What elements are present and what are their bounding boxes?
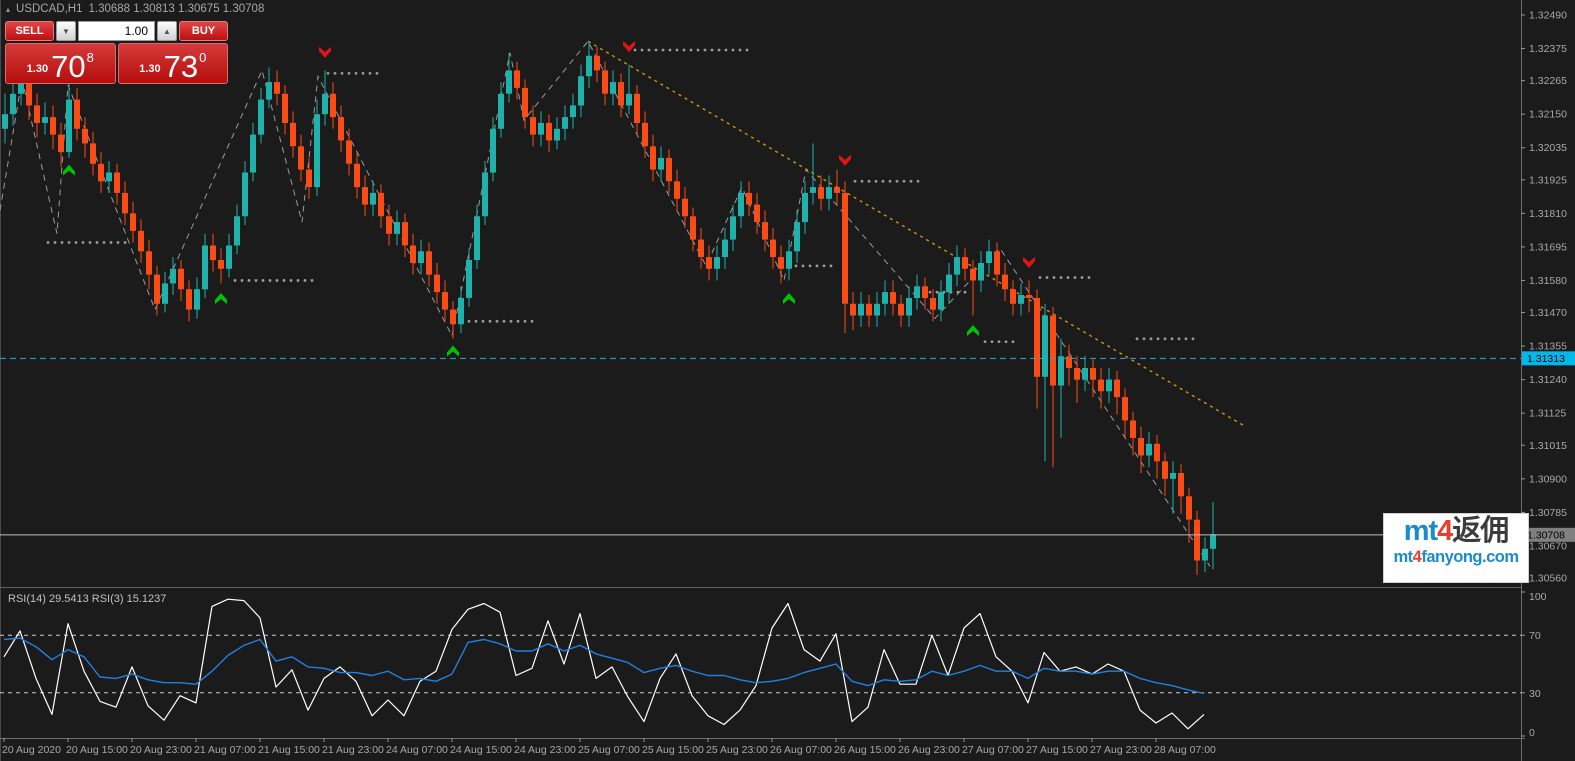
up-arrow-icon — [447, 345, 459, 357]
svg-text:1.31313: 1.31313 — [1527, 353, 1565, 365]
svg-text:25 Aug 23:00: 25 Aug 23:00 — [706, 744, 768, 756]
svg-text:20 Aug 15:00: 20 Aug 15:00 — [66, 744, 128, 756]
one-click-trading-panel: SELL ▼ ▲ BUY 1.30 70 8 1.30 73 0 — [5, 21, 228, 84]
svg-text:21 Aug 15:00: 21 Aug 15:00 — [258, 744, 320, 756]
bid-price-big: 70 — [51, 48, 86, 84]
chart-quote-header: ▴ USDCAD,H1 1.30688 1.30813 1.30675 1.30… — [6, 3, 264, 15]
svg-text:1.31240: 1.31240 — [1529, 374, 1567, 386]
up-arrow-icon — [215, 293, 227, 304]
svg-text:1.30785: 1.30785 — [1529, 507, 1567, 519]
svg-text:27 Aug 23:00: 27 Aug 23:00 — [1090, 744, 1152, 756]
svg-text:0: 0 — [1529, 727, 1535, 739]
chevron-down-icon: ▼ — [62, 26, 70, 36]
svg-text:1.30708: 1.30708 — [1527, 529, 1565, 541]
volume-increase-button[interactable]: ▲ — [157, 21, 177, 41]
svg-text:21 Aug 07:00: 21 Aug 07:00 — [194, 744, 256, 756]
signal-arrows — [63, 41, 1035, 357]
svg-text:1.32265: 1.32265 — [1529, 75, 1567, 87]
symbol-timeframe-label: USDCAD,H1 — [16, 3, 83, 15]
watermark-logo-line1: mt4返佣 — [1403, 515, 1510, 547]
svg-text:28 Aug 07:00: 28 Aug 07:00 — [1154, 744, 1216, 756]
down-arrow-icon — [1023, 257, 1035, 268]
svg-text:25 Aug 07:00: 25 Aug 07:00 — [578, 744, 640, 756]
sell-button[interactable]: SELL — [5, 21, 54, 41]
svg-text:1.32375: 1.32375 — [1529, 43, 1567, 55]
volume-decrease-button[interactable]: ▼ — [56, 21, 76, 41]
svg-text:1.31470: 1.31470 — [1529, 307, 1567, 319]
watermark-url-line: mt4fanyong.com — [1393, 548, 1519, 566]
svg-text:100: 100 — [1529, 591, 1547, 603]
candlestick-series — [2, 41, 1216, 576]
chevron-up-icon: ▲ — [163, 26, 171, 36]
svg-text:24 Aug 23:00: 24 Aug 23:00 — [514, 744, 576, 756]
svg-text:25 Aug 15:00: 25 Aug 15:00 — [642, 744, 704, 756]
svg-text:1.31355: 1.31355 — [1529, 341, 1567, 353]
svg-text:24 Aug 07:00: 24 Aug 07:00 — [386, 744, 448, 756]
svg-text:1.31810: 1.31810 — [1529, 208, 1567, 220]
svg-text:1.31695: 1.31695 — [1529, 241, 1567, 253]
ask-price-prefix: 1.30 — [139, 63, 161, 75]
time-axis[interactable]: 20 Aug 2020 20 Aug 15:00 20 Aug 23:00 21 Au… — [2, 738, 1216, 756]
sell-price-box[interactable]: 1.30 70 8 — [5, 43, 116, 84]
svg-text:30: 30 — [1529, 688, 1541, 700]
buy-button[interactable]: BUY — [179, 21, 228, 41]
svg-text:20 Aug 23:00: 20 Aug 23:00 — [130, 744, 192, 756]
volume-input[interactable] — [78, 21, 155, 41]
svg-text:21 Aug 23:00: 21 Aug 23:00 — [322, 744, 384, 756]
svg-text:1.30670: 1.30670 — [1529, 540, 1567, 552]
svg-text:1.30900: 1.30900 — [1529, 473, 1567, 485]
svg-text:1.31580: 1.31580 — [1529, 275, 1567, 287]
svg-text:27 Aug 07:00: 27 Aug 07:00 — [962, 744, 1024, 756]
svg-text:20 Aug 2020: 20 Aug 2020 — [2, 744, 61, 756]
svg-text:1.32150: 1.32150 — [1529, 109, 1567, 121]
svg-text:1.30560: 1.30560 — [1529, 573, 1567, 585]
svg-text:1.32490: 1.32490 — [1529, 10, 1567, 22]
rsi-pane: 100 70 30 0 — [0, 591, 1547, 739]
svg-text:27 Aug 15:00: 27 Aug 15:00 — [1026, 744, 1088, 756]
up-arrow-icon — [967, 325, 979, 336]
ask-price-pip: 0 — [199, 50, 207, 65]
buy-price-box[interactable]: 1.30 73 0 — [117, 43, 228, 84]
svg-text:26 Aug 23:00: 26 Aug 23:00 — [898, 744, 960, 756]
svg-text:1.31925: 1.31925 — [1529, 174, 1567, 186]
svg-text:1.32035: 1.32035 — [1529, 142, 1567, 154]
collapse-triangle-icon[interactable]: ▴ — [6, 4, 11, 14]
rsi-indicator-label: RSI(14) 29.5413 RSI(3) 15.1237 — [8, 593, 167, 605]
up-arrow-icon — [783, 293, 795, 304]
svg-text:70: 70 — [1529, 630, 1541, 642]
horizontal-price-lines[interactable] — [0, 357, 1521, 536]
up-arrow-icon — [63, 164, 75, 176]
svg-text:26 Aug 07:00: 26 Aug 07:00 — [770, 744, 832, 756]
down-arrow-icon — [623, 41, 635, 53]
bid-price-pip: 8 — [86, 50, 94, 65]
trendline[interactable] — [587, 40, 1246, 427]
price-axis[interactable]: 1.32490 1.32375 1.32265 1.32150 1.32035 1.319… — [1521, 10, 1575, 585]
chart-borders — [0, 0, 1525, 761]
mt4fanyong-watermark: mt4返佣 mt4fanyong.com — [1383, 513, 1529, 583]
down-arrow-icon — [839, 154, 851, 166]
dotted-level-indicator — [46, 48, 1195, 344]
rsi-fast-line — [3, 598, 1205, 730]
ohlc-quotes-label: 1.30688 1.30813 1.30675 1.30708 — [88, 3, 265, 15]
svg-text:24 Aug 15:00: 24 Aug 15:00 — [450, 744, 512, 756]
rsi-slow-line — [3, 637, 1205, 695]
svg-text:1.31125: 1.31125 — [1529, 408, 1566, 420]
svg-text:26 Aug 15:00: 26 Aug 15:00 — [834, 744, 896, 756]
svg-text:1.31015: 1.31015 — [1529, 440, 1567, 452]
ask-price-big: 73 — [163, 48, 199, 84]
bid-price-prefix: 1.30 — [26, 63, 49, 75]
down-arrow-icon — [319, 46, 331, 58]
